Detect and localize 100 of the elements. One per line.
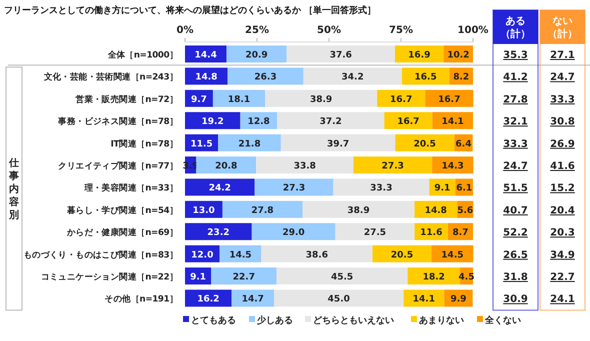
legend-label: 全くない <box>484 315 521 326</box>
data-label: 30.9 <box>503 294 528 306</box>
bar <box>185 112 240 130</box>
bar <box>226 46 287 62</box>
data-label: 41.2 <box>503 72 528 84</box>
legend-label: どちらともいえない <box>313 315 394 326</box>
data-label: 26.3 <box>254 72 277 83</box>
bar <box>280 134 396 152</box>
bar <box>432 245 474 262</box>
data-label: 19.2 <box>202 117 224 128</box>
bar <box>274 290 404 307</box>
data-label: 37.6 <box>330 50 352 60</box>
data-label: 27.3 <box>382 162 404 172</box>
data-label: 5.6 <box>457 206 474 216</box>
y-tick-label: コミュニケーション関連［n=22］ <box>40 272 178 282</box>
data-label: 20.9 <box>245 50 268 60</box>
chart-title: フリーランスとしての働き方について、将来への展望はどのくらいあるか ［単一回答形式］ <box>4 5 376 16</box>
data-label: 9.1 <box>434 184 450 194</box>
bar <box>302 200 415 218</box>
data-label: 16.5 <box>414 72 437 83</box>
data-label: 20.4 <box>550 205 575 216</box>
data-label: 52.2 <box>503 228 528 239</box>
data-label: 8.7 <box>452 228 468 238</box>
y-tick-label: ものづくり・ものはこび関連［n=83］ <box>23 249 178 260</box>
data-label: 24.1 <box>550 294 575 306</box>
data-label: 27.5 <box>364 228 386 238</box>
data-label: 33.3 <box>550 94 575 106</box>
data-label: 32.1 <box>503 116 528 128</box>
data-label: 27.1 <box>550 50 575 61</box>
data-label: 15.2 <box>550 183 575 194</box>
bar <box>222 200 303 218</box>
data-label: 11.5 <box>190 139 213 150</box>
bar <box>333 178 430 196</box>
data-label: 27.3 <box>282 184 306 194</box>
y-tick-label: からだ・健康関連［n=69］ <box>66 227 178 238</box>
data-label: 30.8 <box>550 116 575 128</box>
text: 仕事内容別 <box>8 157 19 222</box>
data-label: 31.8 <box>503 272 528 283</box>
data-label: 45.5 <box>330 272 354 282</box>
data-label: 37.2 <box>320 117 342 128</box>
data-label: 38.9 <box>347 206 370 216</box>
bar <box>277 112 384 130</box>
data-label: 23.2 <box>207 228 230 238</box>
data-label: 14.5 <box>441 250 464 260</box>
data-label: 41.6 <box>550 161 575 172</box>
data-label: 18.1 <box>228 94 250 105</box>
x-tick-label: ある（計） <box>500 16 530 40</box>
bar <box>185 290 232 307</box>
data-label: 14.5 <box>229 250 252 260</box>
data-label: 38.9 <box>310 94 332 105</box>
data-label: 9.9 <box>450 294 466 305</box>
bar <box>218 134 281 152</box>
data-label: 35.3 <box>503 50 528 61</box>
data-label: 16.9 <box>408 50 430 60</box>
bar <box>402 68 450 85</box>
bar <box>377 90 426 107</box>
data-label: 21.8 <box>238 139 261 150</box>
data-label: 18.2 <box>422 272 445 282</box>
data-label: 12.8 <box>248 117 270 128</box>
data-label: 9.1 <box>190 272 206 282</box>
y-tick-label: その他［n=191］ <box>104 294 178 305</box>
data-label: 24.2 <box>208 184 231 194</box>
data-label: 20.5 <box>414 139 436 150</box>
data-label: 24.7 <box>550 72 575 84</box>
data-label: 14.4 <box>194 50 217 60</box>
x-tick-label: 25% <box>245 25 269 36</box>
y-tick-label: 営業・販売関連［n=72］ <box>76 94 178 105</box>
data-label: 14.8 <box>424 206 447 216</box>
data-label: 11.6 <box>420 228 442 238</box>
data-label: 14.8 <box>195 72 218 83</box>
data-label: 9.7 <box>190 94 207 105</box>
bar <box>276 268 408 284</box>
data-label: 6.1 <box>456 184 472 194</box>
bar <box>212 90 266 107</box>
data-label: 10.2 <box>447 50 470 60</box>
data-label: 33.3 <box>370 184 392 194</box>
data-label: 22.7 <box>232 272 256 282</box>
legend-label: あまりない <box>419 316 464 326</box>
data-label: 33.3 <box>503 138 528 150</box>
data-label: 20.8 <box>215 162 238 172</box>
bar <box>254 178 334 196</box>
data-label: 33.8 <box>294 162 316 172</box>
bar <box>395 134 454 152</box>
bar <box>252 223 336 240</box>
bar <box>185 223 252 240</box>
data-label: 34.2 <box>342 72 364 83</box>
data-label: 27.8 <box>251 206 274 216</box>
x-tick-label: 75% <box>389 25 413 36</box>
x-tick-label: 100% <box>458 25 488 36</box>
data-label: 14.1 <box>412 294 436 305</box>
bar <box>353 156 432 174</box>
bar <box>303 68 402 85</box>
bar <box>335 223 415 240</box>
data-label: 51.5 <box>503 183 528 194</box>
bar <box>425 90 474 107</box>
data-label: 12.0 <box>191 250 214 260</box>
data-label: 40.7 <box>503 205 528 216</box>
bar <box>196 156 256 174</box>
bar <box>211 268 277 284</box>
y-tick-label: IT関連［n=78］ <box>110 138 178 150</box>
